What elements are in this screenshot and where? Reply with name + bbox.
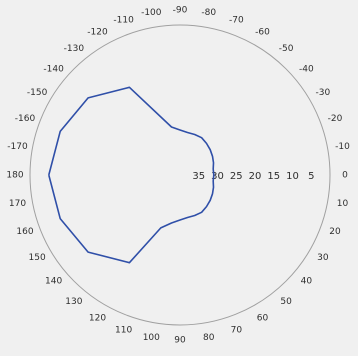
angle-tick-label: -80	[201, 8, 216, 18]
radial-tick-label: 10	[286, 171, 299, 182]
angle-tick-label: -130	[64, 44, 85, 54]
radial-tick-label: 35	[192, 171, 205, 182]
angle-tick-label: -90	[173, 6, 188, 16]
angle-tick-label: 10	[337, 199, 349, 209]
angle-tick-label: -120	[87, 28, 108, 38]
radial-tick-label: 20	[249, 171, 262, 182]
angle-tick-label: 180	[6, 171, 23, 181]
polar-boundary-circle	[29, 24, 331, 326]
angle-tick-label: 50	[280, 297, 292, 307]
angle-tick-label: -160	[15, 114, 36, 124]
angle-tick-label: 120	[89, 313, 106, 323]
angle-tick-label: 110	[115, 326, 132, 336]
angle-tick-label: 100	[143, 333, 160, 343]
series-line-0	[48, 86, 215, 264]
angle-tick-label: 30	[317, 253, 329, 263]
angle-tick-label: 140	[45, 277, 62, 287]
radial-tick-labels: 35 30 25 20 15 10 5	[192, 171, 314, 182]
angle-tick-label: -140	[43, 64, 64, 74]
radial-tick-label: 5	[308, 171, 314, 182]
radial-tick-label: 25	[230, 171, 243, 182]
angle-tick-label: -150	[27, 88, 48, 98]
angle-tick-label: -20	[328, 114, 343, 124]
angle-tick-label: 40	[301, 277, 313, 287]
angle-tick-label: 0	[342, 171, 348, 181]
angle-tick-label: 20	[329, 227, 341, 237]
angle-tick-label: 70	[231, 326, 243, 336]
angle-tick-label: 130	[65, 297, 82, 307]
angle-tick-labels: -110-100 -90 -80-70-60-50-40-30-20-1001020…	[6, 6, 350, 346]
series-layer	[48, 86, 215, 264]
angle-tick-label: -100	[141, 8, 162, 18]
angle-tick-label: -110	[113, 16, 134, 26]
angle-tick-label: -60	[255, 28, 270, 38]
angle-tick-label: 150	[29, 253, 46, 263]
radial-tick-label: 15	[267, 171, 280, 182]
radial-tick-label: 30	[211, 171, 224, 182]
angle-tick-label: 90	[174, 336, 186, 346]
angle-tick-label: 170	[9, 199, 26, 209]
angle-tick-label: 60	[257, 313, 269, 323]
angle-tick-label: 160	[16, 227, 33, 237]
angle-tick-label: -170	[7, 142, 28, 152]
angle-tick-label: -70	[229, 16, 244, 26]
angle-tick-label: -40	[299, 64, 314, 74]
angle-tick-label: 80	[203, 333, 215, 343]
angle-tick-label: -50	[279, 44, 294, 54]
angle-tick-label: -10	[335, 142, 350, 152]
angle-tick-label: -30	[316, 88, 331, 98]
